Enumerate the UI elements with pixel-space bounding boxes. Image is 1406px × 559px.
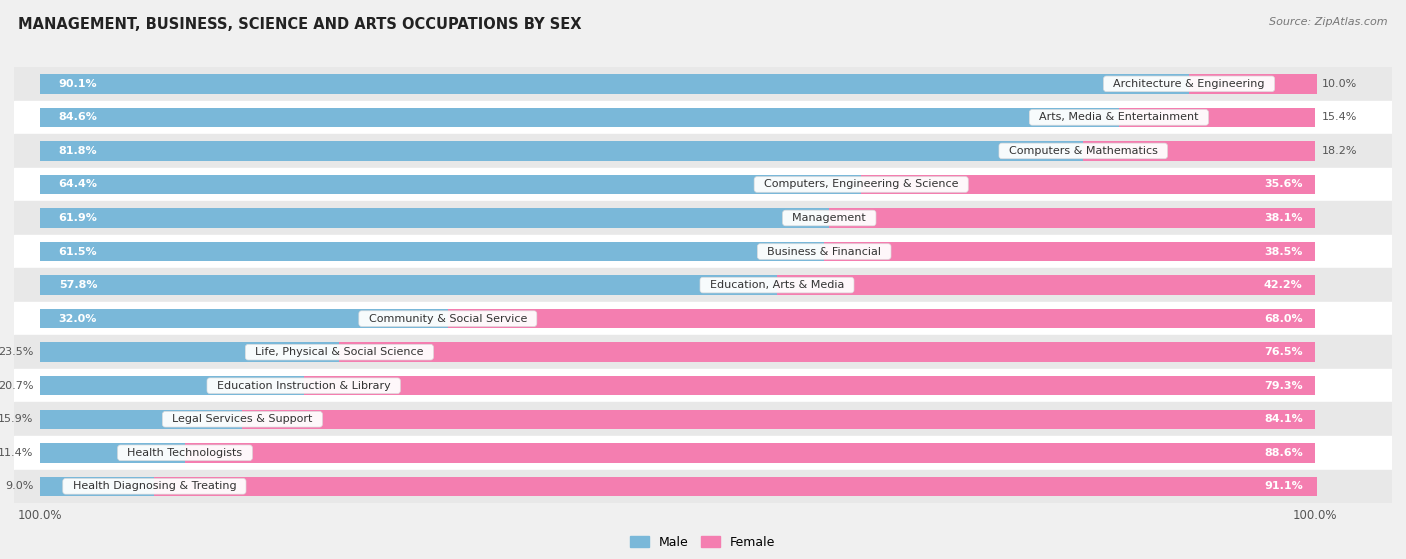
Bar xyxy=(14,470,1392,503)
Bar xyxy=(39,376,304,395)
Bar xyxy=(39,443,186,462)
Text: 20.7%: 20.7% xyxy=(0,381,34,391)
Bar xyxy=(39,410,242,429)
Bar xyxy=(155,477,1316,496)
Text: 61.5%: 61.5% xyxy=(59,247,97,257)
Text: 35.6%: 35.6% xyxy=(1264,179,1302,190)
Bar xyxy=(862,175,1316,194)
Text: Arts, Media & Entertainment: Arts, Media & Entertainment xyxy=(1032,112,1206,122)
Text: Business & Financial: Business & Financial xyxy=(761,247,889,257)
Text: Education Instruction & Library: Education Instruction & Library xyxy=(209,381,398,391)
Bar xyxy=(449,309,1316,328)
Text: 79.3%: 79.3% xyxy=(1264,381,1302,391)
Text: 10.0%: 10.0% xyxy=(1322,79,1357,89)
Bar xyxy=(242,410,1316,429)
Text: Computers & Mathematics: Computers & Mathematics xyxy=(1001,146,1164,156)
Bar xyxy=(14,268,1392,302)
Text: 81.8%: 81.8% xyxy=(59,146,97,156)
Text: 11.4%: 11.4% xyxy=(0,448,34,458)
Text: Health Diagnosing & Treating: Health Diagnosing & Treating xyxy=(66,481,243,491)
Text: Source: ZipAtlas.com: Source: ZipAtlas.com xyxy=(1270,17,1388,27)
Text: 91.1%: 91.1% xyxy=(1264,481,1302,491)
Bar xyxy=(39,141,1083,160)
Bar xyxy=(14,101,1392,134)
Text: MANAGEMENT, BUSINESS, SCIENCE AND ARTS OCCUPATIONS BY SEX: MANAGEMENT, BUSINESS, SCIENCE AND ARTS O… xyxy=(18,17,582,32)
Bar xyxy=(14,168,1392,201)
Bar xyxy=(339,343,1316,362)
Text: 68.0%: 68.0% xyxy=(1264,314,1302,324)
Text: 61.9%: 61.9% xyxy=(59,213,97,223)
Bar xyxy=(830,209,1316,228)
Bar xyxy=(39,108,1119,127)
Text: Computers, Engineering & Science: Computers, Engineering & Science xyxy=(756,179,966,190)
Bar xyxy=(186,443,1316,462)
Bar xyxy=(39,74,1189,93)
Bar xyxy=(39,175,862,194)
Bar xyxy=(14,436,1392,470)
Text: 64.4%: 64.4% xyxy=(59,179,97,190)
Text: 84.6%: 84.6% xyxy=(59,112,97,122)
Text: Health Technologists: Health Technologists xyxy=(121,448,250,458)
Bar xyxy=(14,134,1392,168)
Text: 32.0%: 32.0% xyxy=(59,314,97,324)
Bar xyxy=(14,235,1392,268)
Text: Architecture & Engineering: Architecture & Engineering xyxy=(1107,79,1272,89)
Bar xyxy=(14,369,1392,402)
Text: Life, Physical & Social Science: Life, Physical & Social Science xyxy=(247,347,430,357)
Bar xyxy=(1083,141,1316,160)
Bar xyxy=(39,477,155,496)
Text: Community & Social Service: Community & Social Service xyxy=(361,314,534,324)
Bar xyxy=(39,309,449,328)
Bar xyxy=(14,302,1392,335)
Bar xyxy=(39,242,824,261)
Bar xyxy=(14,402,1392,436)
Bar xyxy=(1189,74,1316,93)
Text: 57.8%: 57.8% xyxy=(59,280,97,290)
Text: 23.5%: 23.5% xyxy=(0,347,34,357)
Bar xyxy=(39,276,778,295)
Text: 15.9%: 15.9% xyxy=(0,414,34,424)
Bar xyxy=(1119,108,1316,127)
Bar xyxy=(39,209,830,228)
Bar xyxy=(304,376,1316,395)
Bar xyxy=(14,67,1392,101)
Text: 84.1%: 84.1% xyxy=(1264,414,1302,424)
Text: 15.4%: 15.4% xyxy=(1322,112,1357,122)
Bar xyxy=(778,276,1316,295)
Text: 38.1%: 38.1% xyxy=(1264,213,1302,223)
Text: Management: Management xyxy=(786,213,873,223)
Bar xyxy=(824,242,1316,261)
Text: 76.5%: 76.5% xyxy=(1264,347,1302,357)
Text: 9.0%: 9.0% xyxy=(4,481,34,491)
Text: Legal Services & Support: Legal Services & Support xyxy=(166,414,319,424)
Legend: Male, Female: Male, Female xyxy=(626,530,780,553)
Text: 42.2%: 42.2% xyxy=(1264,280,1302,290)
Bar xyxy=(39,343,339,362)
Text: 18.2%: 18.2% xyxy=(1322,146,1357,156)
Text: 90.1%: 90.1% xyxy=(59,79,97,89)
Text: 88.6%: 88.6% xyxy=(1264,448,1302,458)
Bar xyxy=(14,201,1392,235)
Text: 38.5%: 38.5% xyxy=(1264,247,1302,257)
Bar xyxy=(14,335,1392,369)
Text: Education, Arts & Media: Education, Arts & Media xyxy=(703,280,851,290)
